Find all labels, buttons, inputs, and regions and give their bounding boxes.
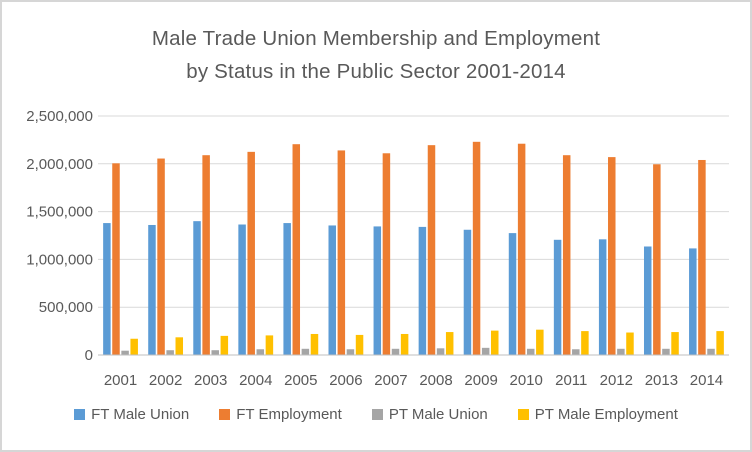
- bar-ft-employment-2013: [653, 164, 661, 355]
- bar-pt-male-union-2002: [166, 350, 174, 355]
- bar-pt-male-employment-2011: [581, 331, 589, 355]
- bar-ft-male-union-2012: [598, 239, 607, 355]
- bar-pt-male-union-2001: [121, 350, 129, 355]
- bar-pt-male-employment-2014: [716, 331, 724, 355]
- bar-pt-male-union-2006: [346, 349, 355, 355]
- bar-ft-employment-2010: [517, 143, 526, 355]
- legend-marker-pt-male-union: [371, 409, 383, 420]
- bar-ft-employment-2002: [157, 158, 165, 355]
- x-axis-label: 2003: [194, 372, 227, 389]
- bar-ft-employment-2012: [608, 157, 616, 355]
- x-axis-label: 2004: [239, 372, 272, 389]
- legend: FT Male Union FT Employment PT Male Union P…: [2, 406, 750, 423]
- bar-pt-male-union-2012: [617, 348, 625, 355]
- bar-pt-male-union-2014: [707, 348, 715, 355]
- bar-ft-male-union-2004: [238, 224, 246, 355]
- bar-pt-male-employment-2013: [671, 332, 679, 355]
- bar-ft-employment-2007: [382, 153, 391, 355]
- bar-pt-male-union-2008: [436, 348, 445, 355]
- chart-title-line-2: by Status in the Public Sector 2001-2014: [186, 60, 566, 83]
- bar-ft-male-union-2001: [103, 223, 111, 355]
- bar-pt-male-employment-2009: [491, 330, 499, 355]
- legend-item-ft-employment: FT Employment: [219, 406, 342, 423]
- chart-title-line-1: Male Trade Union Membership and Employme…: [151, 27, 601, 50]
- bar-ft-male-union-2013: [643, 246, 652, 355]
- bar-pt-male-union-2007: [391, 348, 400, 355]
- bar-ft-male-union-2005: [283, 223, 291, 355]
- bar-ft-employment-2003: [202, 155, 210, 355]
- legend-item-pt-male-employment: PT Male Employment: [517, 406, 678, 423]
- x-axis-label: 2007: [374, 372, 407, 389]
- bar-pt-male-employment-2005: [310, 333, 319, 355]
- bar-pt-male-employment-2001: [130, 338, 138, 355]
- legend-marker-ft-male-union: [74, 409, 86, 420]
- y-axis-tick-label: 1,000,000: [26, 251, 93, 268]
- x-axis-label: 2012: [600, 372, 633, 389]
- bar-pt-male-union-2003: [211, 350, 219, 355]
- y-axis-tick-label: 1,500,000: [26, 204, 93, 221]
- legend-label-ft-employment: FT Employment: [236, 406, 342, 423]
- bar-ft-male-union-2011: [553, 239, 562, 355]
- bar-pt-male-employment-2002: [175, 337, 184, 355]
- bar-pt-male-employment-2003: [220, 335, 229, 355]
- bar-pt-male-union-2013: [662, 348, 670, 355]
- x-axis-label: 2013: [645, 372, 678, 389]
- legend-marker-pt-male-employment: [517, 409, 529, 420]
- bar-pt-male-employment-2010: [536, 329, 544, 355]
- bar-pt-male-union-2010: [526, 348, 535, 355]
- chart-title: Male Trade Union Membership and Employme…: [2, 22, 750, 88]
- bar-pt-male-employment-2008: [445, 332, 454, 355]
- y-axis-tick-label: 500,000: [39, 299, 93, 316]
- legend-label-pt-male-union: PT Male Union: [388, 406, 488, 423]
- y-axis-tick-label: 2,000,000: [26, 156, 93, 173]
- bar-ft-male-union-2009: [463, 229, 472, 355]
- bar-ft-employment-2008: [427, 145, 436, 355]
- y-axis-tick-label: 0: [85, 347, 93, 364]
- bar-pt-male-union-2004: [256, 349, 265, 355]
- bar-ft-male-union-2010: [508, 233, 517, 355]
- x-axis-label: 2010: [509, 372, 542, 389]
- x-axis-label: 2011: [555, 372, 587, 389]
- bar-pt-male-employment-2012: [626, 332, 634, 355]
- x-axis-label: 2014: [690, 372, 723, 389]
- bar-ft-employment-2006: [337, 150, 346, 355]
- x-axis-label: 2005: [284, 372, 317, 389]
- bar-ft-employment-2004: [247, 151, 255, 355]
- bar-ft-male-union-2003: [193, 221, 201, 355]
- x-axis-label: 2002: [149, 372, 182, 389]
- bar-ft-male-union-2002: [148, 224, 156, 355]
- bar-ft-employment-2009: [472, 141, 481, 355]
- legend-item-ft-male-union: FT Male Union: [74, 406, 189, 423]
- bar-pt-male-employment-2004: [265, 335, 274, 355]
- x-axis-label: 2008: [419, 372, 452, 389]
- bar-pt-male-union-2011: [572, 349, 580, 355]
- x-axis-label: 2006: [329, 372, 362, 389]
- bar-ft-male-union-2008: [418, 226, 427, 355]
- bar-ft-male-union-2014: [689, 248, 697, 355]
- legend-label-pt-male-employment: PT Male Employment: [534, 406, 678, 423]
- bar-ft-employment-2011: [562, 155, 571, 355]
- bar-ft-employment-2014: [698, 159, 706, 355]
- legend-marker-ft-employment: [219, 409, 231, 420]
- x-axis-label: 2001: [104, 372, 137, 389]
- legend-label-ft-male-union: FT Male Union: [91, 406, 190, 423]
- bar-ft-employment-2005: [292, 144, 301, 355]
- bar-ft-male-union-2006: [328, 225, 336, 355]
- x-axis-label: 2009: [464, 372, 497, 389]
- bar-pt-male-union-2005: [301, 348, 310, 355]
- y-axis-tick-label: 2,500,000: [26, 108, 93, 125]
- bar-ft-male-union-2007: [373, 226, 382, 355]
- bar-pt-male-union-2009: [481, 347, 490, 355]
- bar-ft-employment-2001: [112, 163, 120, 355]
- legend-item-pt-male-union: PT Male Union: [371, 406, 488, 423]
- bar-pt-male-employment-2007: [400, 333, 409, 355]
- bar-pt-male-employment-2006: [355, 334, 364, 355]
